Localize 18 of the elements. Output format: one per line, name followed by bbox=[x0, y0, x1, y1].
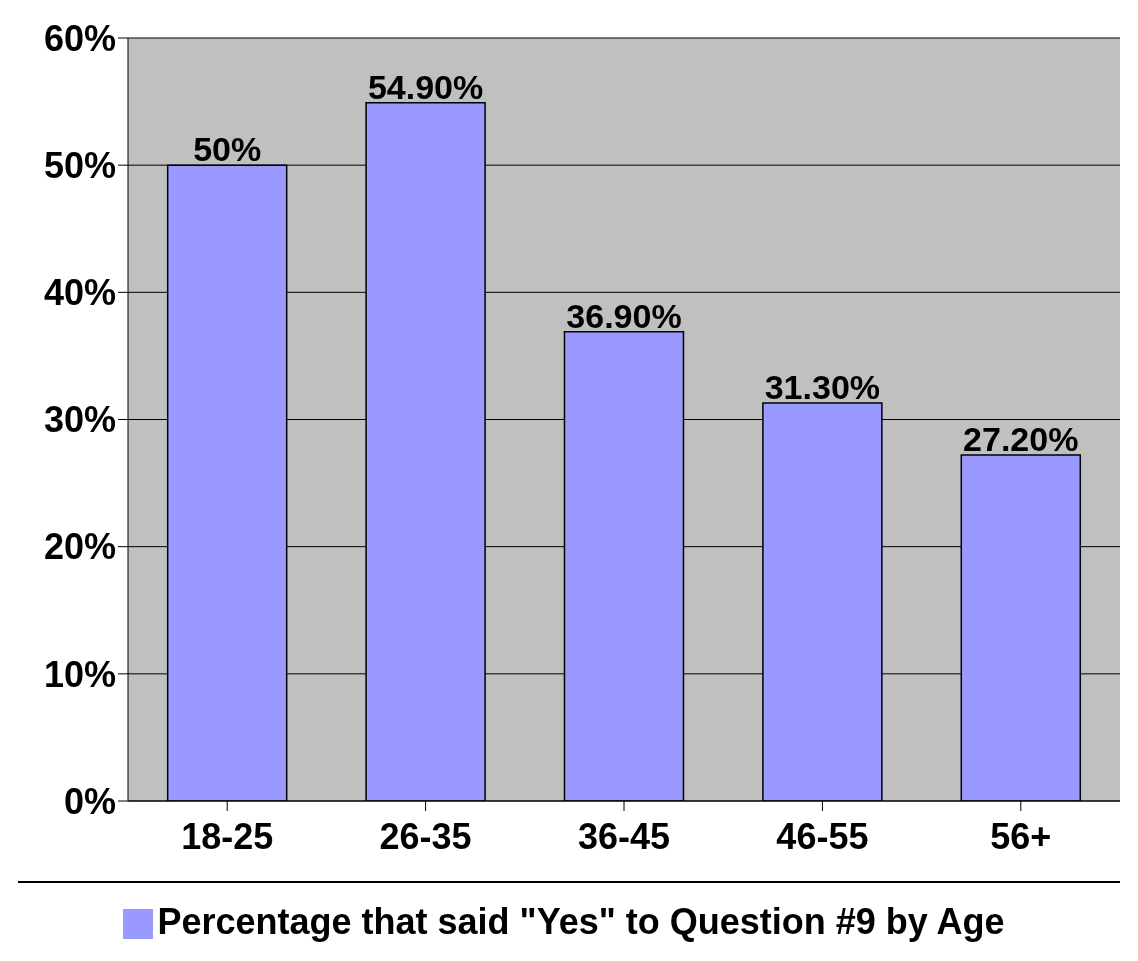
data-label: 27.20% bbox=[963, 420, 1079, 459]
y-tick-label: 0% bbox=[63, 780, 116, 822]
data-label: 54.90% bbox=[367, 67, 484, 106]
x-tick-label: 26-35 bbox=[379, 815, 472, 857]
data-label: 50% bbox=[193, 130, 262, 169]
y-tick-label: 20% bbox=[43, 526, 116, 568]
y-tick-label: 50% bbox=[43, 144, 116, 186]
x-tick-label: 46-55 bbox=[776, 815, 869, 857]
y-tick-label: 10% bbox=[43, 653, 116, 695]
x-tick-label: 18-25 bbox=[181, 815, 274, 857]
y-tick-label: 30% bbox=[43, 399, 116, 441]
y-tick-label: 60% bbox=[43, 17, 116, 59]
x-tick-label: 56+ bbox=[990, 815, 1052, 857]
data-label: 31.30% bbox=[764, 367, 881, 406]
x-tick-label: 36-45 bbox=[577, 815, 671, 857]
data-label: 36.90% bbox=[566, 296, 682, 335]
y-tick-label: 40% bbox=[43, 272, 116, 314]
legend-label: Percentage that said "Yes" to Question #9 by Age bbox=[157, 901, 1005, 942]
